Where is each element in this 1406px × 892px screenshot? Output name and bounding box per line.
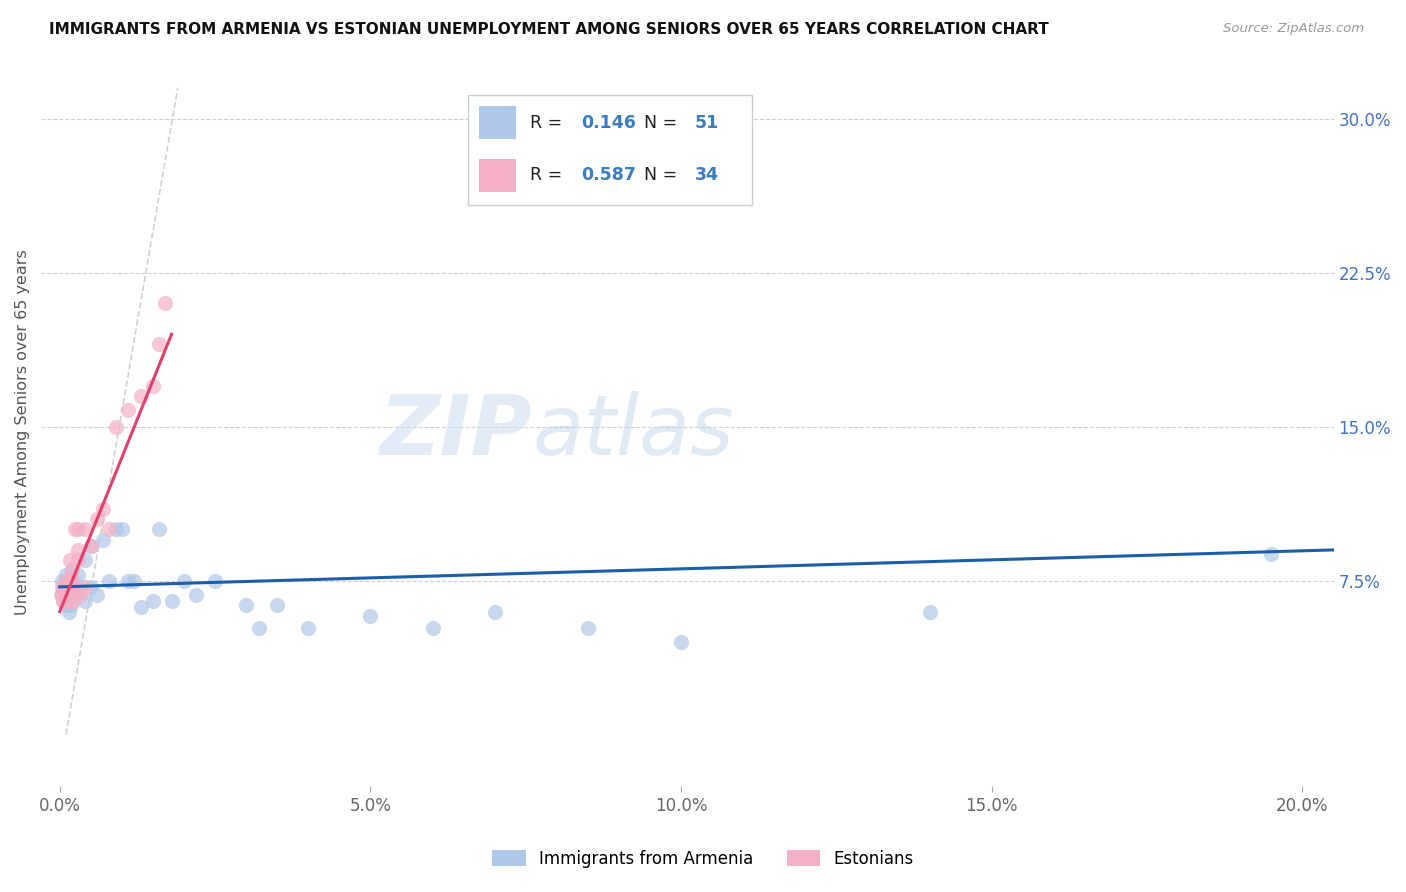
Point: [65, 588, 87, 602]
Point: [52, 580, 75, 594]
Point: [80, 580, 103, 594]
Point: [55, 599, 77, 613]
Point: [186, 588, 208, 602]
Point: [52, 584, 75, 599]
Point: [53, 584, 76, 599]
Point: [59, 575, 82, 590]
Y-axis label: Unemployment Among Seniors over 65 years: Unemployment Among Seniors over 65 years: [15, 249, 30, 615]
Point: [148, 522, 170, 536]
Point: [91, 501, 114, 516]
Point: [117, 574, 139, 588]
Point: [67, 522, 90, 536]
Point: [62, 594, 84, 608]
Text: IMMIGRANTS FROM ARMENIA VS ESTONIAN UNEMPLOYMENT AMONG SENIORS OVER 65 YEARS COR: IMMIGRANTS FROM ARMENIA VS ESTONIAN UNEM…: [49, 22, 1049, 37]
Point: [148, 337, 170, 351]
Point: [129, 600, 152, 615]
Point: [422, 621, 444, 635]
Text: ZIP: ZIP: [380, 392, 533, 472]
Point: [53, 580, 76, 594]
Point: [60, 564, 83, 578]
Point: [58, 586, 80, 600]
Point: [111, 522, 134, 536]
Point: [266, 599, 288, 613]
Point: [53, 590, 76, 604]
Point: [67, 567, 90, 582]
Point: [60, 564, 83, 578]
Point: [59, 553, 82, 567]
Point: [73, 553, 96, 567]
Point: [69, 588, 91, 602]
Point: [56, 580, 79, 594]
Point: [56, 594, 79, 608]
Point: [484, 605, 506, 619]
Point: [55, 594, 77, 608]
Point: [235, 599, 257, 613]
Point: [80, 539, 103, 553]
Point: [51, 580, 73, 594]
Point: [51, 588, 73, 602]
Point: [59, 582, 82, 596]
Text: atlas: atlas: [533, 392, 734, 472]
Point: [297, 621, 319, 635]
Point: [86, 588, 108, 602]
Point: [86, 512, 108, 526]
Point: [65, 522, 87, 536]
Point: [59, 574, 82, 588]
Point: [104, 522, 127, 536]
Point: [60, 574, 83, 588]
Point: [52, 594, 75, 608]
Point: [49, 588, 72, 602]
Point: [67, 542, 90, 557]
Point: [98, 574, 121, 588]
Point: [124, 574, 146, 588]
Point: [60, 574, 83, 588]
Point: [1260, 547, 1282, 561]
Point: [73, 594, 96, 608]
Point: [155, 296, 177, 310]
Point: [73, 522, 96, 536]
Point: [173, 574, 195, 588]
Point: [204, 574, 226, 588]
Point: [73, 580, 96, 594]
Point: [59, 584, 82, 599]
Point: [247, 621, 270, 635]
Point: [56, 594, 79, 608]
Point: [104, 419, 127, 434]
Point: [55, 567, 77, 582]
Point: [63, 588, 86, 602]
Point: [58, 605, 80, 619]
Point: [98, 522, 121, 536]
Point: [142, 378, 165, 392]
Point: [67, 553, 90, 567]
Point: [53, 578, 76, 592]
Point: [59, 599, 82, 613]
Point: [80, 539, 103, 553]
Point: [62, 580, 84, 594]
Point: [56, 584, 79, 599]
Point: [67, 580, 90, 594]
Point: [91, 533, 114, 547]
Point: [160, 594, 183, 608]
Point: [55, 574, 77, 588]
Text: Source: ZipAtlas.com: Source: ZipAtlas.com: [1223, 22, 1364, 36]
Legend: Immigrants from Armenia, Estonians: Immigrants from Armenia, Estonians: [485, 844, 921, 875]
Point: [576, 621, 599, 635]
Point: [117, 403, 139, 417]
Point: [129, 389, 152, 403]
Point: [918, 605, 941, 619]
Point: [669, 635, 692, 649]
Point: [51, 574, 73, 588]
Point: [142, 594, 165, 608]
Point: [359, 608, 381, 623]
Point: [58, 574, 80, 588]
Point: [52, 594, 75, 608]
